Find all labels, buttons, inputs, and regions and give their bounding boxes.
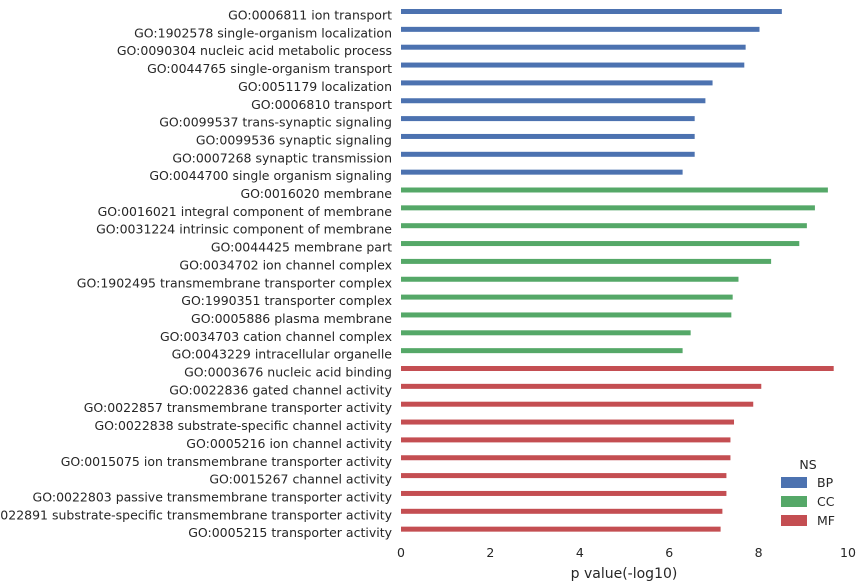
category-label: GO:0031224 intrinsic component of membra… <box>96 222 392 237</box>
category-label: GO:0016021 integral component of membran… <box>98 204 393 219</box>
bar-cc <box>401 223 807 229</box>
x-axis-label: p value(-log10) <box>571 566 678 582</box>
bar-cc <box>401 187 828 193</box>
category-label: GO:0022803 passive transmembrane transpo… <box>33 489 393 504</box>
legend-swatch-cc <box>781 496 807 507</box>
x-tick-label: 10 <box>840 545 856 560</box>
bar-cc <box>401 241 800 247</box>
bar-mf <box>401 401 754 407</box>
legend-label-cc: CC <box>817 494 835 509</box>
category-label: GO:0022857 transmembrane transporter act… <box>84 400 393 415</box>
category-label: GO:0005215 transporter activity <box>188 525 392 540</box>
category-label: GO:0022891 substrate-specific transmembr… <box>0 507 393 522</box>
category-label: GO:0099536 synaptic signaling <box>196 132 392 147</box>
category-label: GO:1990351 transporter complex <box>181 293 392 308</box>
x-tick-label: 0 <box>397 545 405 560</box>
legend-swatch-mf <box>781 515 807 526</box>
legend-title: NS <box>799 457 816 472</box>
bar-mf <box>401 473 727 479</box>
category-label: GO:0022838 substrate-specific channel ac… <box>94 418 392 433</box>
category-label: GO:0006810 transport <box>251 97 392 112</box>
category-label: GO:0005886 plasma membrane <box>191 311 392 326</box>
bar-bp <box>401 116 695 122</box>
category-label: GO:0022836 gated channel activity <box>169 382 392 397</box>
legend: NS BP CC MF <box>781 457 835 528</box>
bar-bp <box>401 26 760 32</box>
category-label: GO:0015267 channel activity <box>209 472 392 487</box>
category-label: GO:0043229 intracellular organelle <box>172 347 393 362</box>
bar-bp <box>401 80 713 86</box>
bars-group <box>401 9 834 532</box>
bar-mf <box>401 383 762 389</box>
category-label: GO:0034703 cation channel complex <box>160 329 392 344</box>
bar-cc <box>401 294 733 300</box>
x-tick-label: 2 <box>486 545 494 560</box>
category-label: GO:0003676 nucleic acid binding <box>184 365 392 380</box>
bar-cc <box>401 312 732 318</box>
x-tick-label: 8 <box>755 545 763 560</box>
bar-cc <box>401 330 691 336</box>
bar-cc <box>401 258 772 264</box>
bar-mf <box>401 437 731 443</box>
bar-bp <box>401 169 683 175</box>
category-label: GO:0005216 ion channel activity <box>186 436 392 451</box>
bar-mf <box>401 419 735 425</box>
category-label: GO:0034702 ion channel complex <box>179 257 392 272</box>
x-axis: p value(-log10) 0 2 4 6 8 10 <box>397 545 856 582</box>
bar-cc <box>401 348 683 354</box>
category-label: GO:0051179 localization <box>238 79 392 94</box>
category-label: GO:1902578 single-organism localization <box>134 25 392 40</box>
legend-label-bp: BP <box>817 475 834 490</box>
x-tick-label: 6 <box>665 545 673 560</box>
legend-swatch-bp <box>781 477 807 488</box>
category-label: GO:0044765 single-organism transport <box>147 61 392 76</box>
category-label: GO:0006811 ion transport <box>228 8 392 23</box>
bar-bp <box>401 98 706 104</box>
bar-mf <box>401 366 834 371</box>
category-labels-group: GO:0006811 ion transport GO:1902578 singl… <box>0 8 393 541</box>
category-label: GO:0044425 membrane part <box>211 240 392 255</box>
category-label: GO:0007268 synaptic transmission <box>172 150 392 165</box>
category-label: GO:0044700 single organism signaling <box>149 168 392 183</box>
bar-cc <box>401 205 815 211</box>
bar-mf <box>401 508 723 514</box>
bar-bp <box>401 44 746 50</box>
bar-mf <box>401 455 731 461</box>
bar-cc <box>401 276 739 282</box>
category-label: GO:0090304 nucleic acid metabolic proces… <box>117 43 392 58</box>
bar-mf <box>401 490 727 496</box>
category-label: GO:0015075 ion transmembrane transporter… <box>61 454 393 469</box>
bar-mf <box>401 526 721 532</box>
category-label: GO:0016020 membrane <box>240 186 392 201</box>
category-label: GO:1902495 transmembrane transporter com… <box>77 275 392 290</box>
bar-bp <box>401 151 695 157</box>
bar-bp <box>401 9 782 14</box>
x-tick-label: 4 <box>576 545 584 560</box>
legend-label-mf: MF <box>817 513 835 528</box>
bar-bp <box>401 133 695 139</box>
category-label: GO:0099537 trans-synaptic signaling <box>159 115 392 130</box>
bar-bp <box>401 62 745 68</box>
